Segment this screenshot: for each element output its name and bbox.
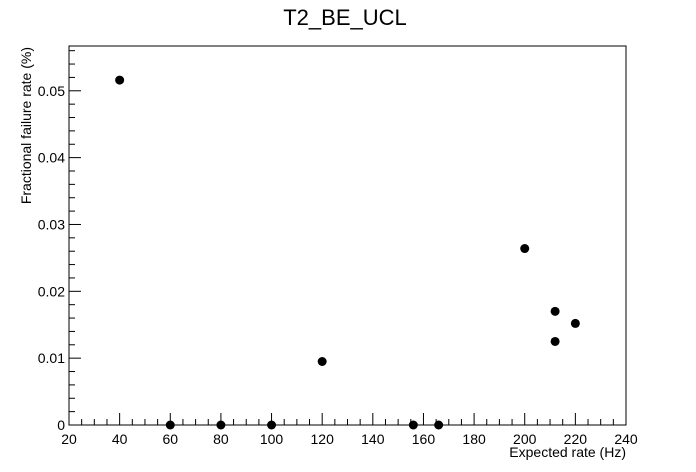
x-tick-label: 240 bbox=[614, 431, 638, 447]
data-points bbox=[115, 75, 580, 430]
x-tick-label: 80 bbox=[213, 431, 229, 447]
x-axis-tick-labels: 20 40 60 80 100 120 140 160 180 200 220 240 bbox=[61, 431, 638, 447]
y-tick-label: 0.02 bbox=[38, 283, 65, 299]
x-tick-label: 20 bbox=[61, 431, 77, 447]
x-tick-label: 120 bbox=[311, 431, 335, 447]
data-point bbox=[216, 420, 226, 430]
data-point bbox=[550, 306, 560, 316]
x-tick-label: 200 bbox=[513, 431, 537, 447]
x-tick-label: 160 bbox=[412, 431, 436, 447]
data-point bbox=[408, 420, 418, 430]
y-tick-label: 0.05 bbox=[38, 83, 65, 99]
y-tick-label: 0.04 bbox=[38, 150, 65, 166]
x-axis-label: Expected rate (Hz) bbox=[509, 444, 626, 460]
y-tick-label: 0.01 bbox=[38, 350, 65, 366]
x-tick-label: 40 bbox=[112, 431, 128, 447]
data-point bbox=[115, 75, 125, 85]
data-point bbox=[434, 420, 444, 430]
data-point bbox=[267, 420, 277, 430]
data-point bbox=[570, 318, 580, 328]
data-point bbox=[550, 336, 560, 346]
y-tick-label: 0 bbox=[57, 417, 65, 433]
x-tick-label: 60 bbox=[162, 431, 178, 447]
data-point bbox=[520, 244, 530, 254]
data-point bbox=[317, 356, 327, 366]
x-tick-label: 180 bbox=[462, 431, 486, 447]
x-tick-label: 140 bbox=[361, 431, 385, 447]
x-tick-label: 220 bbox=[564, 431, 588, 447]
y-axis-ticks bbox=[69, 50, 81, 426]
chart-title: T2_BE_UCL bbox=[283, 5, 407, 30]
x-tick-label: 100 bbox=[260, 431, 284, 447]
y-axis-tick-labels: 0 0.01 0.02 0.03 0.04 0.05 bbox=[38, 83, 65, 433]
data-point bbox=[165, 420, 175, 430]
y-tick-label: 0.03 bbox=[38, 216, 65, 232]
y-axis-label: Fractional failure rate (%) bbox=[18, 47, 34, 204]
